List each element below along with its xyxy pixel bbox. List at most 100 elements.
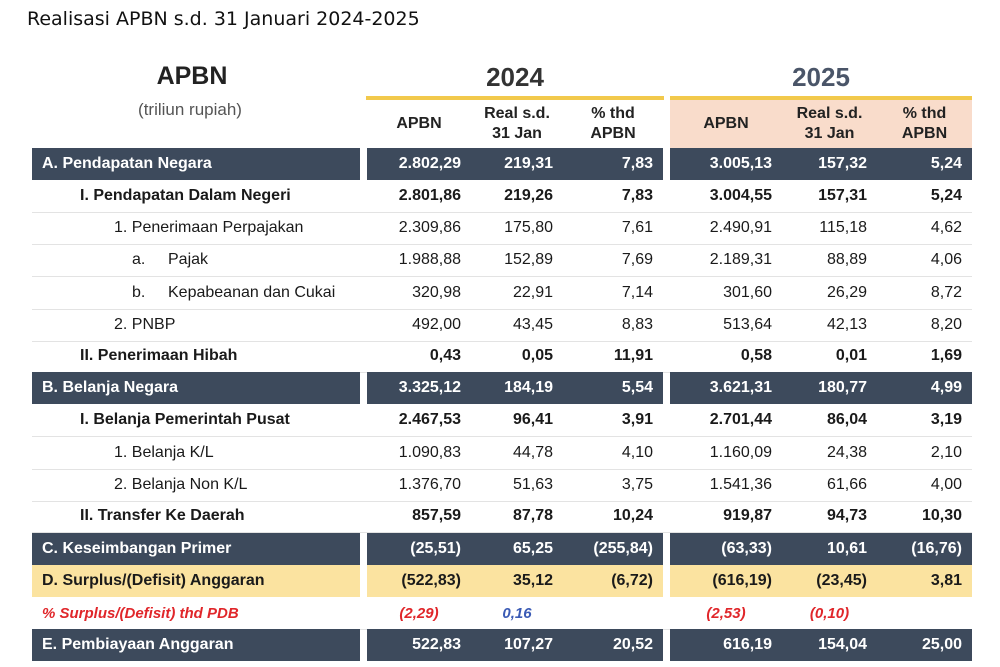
row-label: II. Transfer Ke Daerah bbox=[32, 500, 360, 532]
table-cell: 3.325,12 bbox=[398, 379, 461, 396]
col-pct-2025: % thd APBN bbox=[901, 105, 948, 142]
table-cell: 7,83 bbox=[621, 187, 653, 204]
table-cell: 88,89 bbox=[826, 251, 867, 268]
table-row: C. Keseimbangan Primer (25,51) 65,25 (255,8… bbox=[32, 533, 972, 565]
table-cell: (616,19) bbox=[712, 572, 772, 589]
table-cell: 61,66 bbox=[826, 476, 867, 493]
table-title: APBN bbox=[156, 62, 228, 90]
table-cell: 175,80 bbox=[504, 219, 553, 236]
table-cell: 3,91 bbox=[621, 411, 653, 428]
table-row: 1. Belanja K/L 1.090,83 44,78 4,10 1.160,09 2… bbox=[32, 437, 972, 470]
table-cell: 4,10 bbox=[621, 444, 653, 461]
row-label-text: 2. PNBP bbox=[114, 316, 176, 333]
table-row: II. Transfer Ke Daerah 857,59 87,78 10,24 91… bbox=[32, 500, 972, 533]
year-2025-header: 2025 bbox=[792, 62, 850, 92]
row-band bbox=[32, 565, 360, 597]
table-cell: 5,54 bbox=[621, 379, 653, 396]
table-cell: 2.801,86 bbox=[398, 187, 461, 204]
row-label-text: Kepabeanan dan Cukai bbox=[168, 284, 336, 301]
row-label-text: II. Penerimaan Hibah bbox=[80, 347, 238, 364]
table-cell: 180,77 bbox=[818, 379, 867, 396]
row-band bbox=[367, 372, 663, 404]
table-cell: 11,91 bbox=[613, 347, 653, 364]
row-label-text: 1. Penerimaan Perpajakan bbox=[114, 219, 304, 236]
col-real-2024: Real s.d. 31 Jan bbox=[484, 105, 550, 142]
table-cell: 35,12 bbox=[512, 572, 553, 589]
col-real-2025: Real s.d. 31 Jan bbox=[796, 105, 863, 142]
table-cell: 1.988,88 bbox=[398, 251, 461, 268]
table-cell: 3,75 bbox=[621, 476, 653, 493]
table-cell bbox=[877, 597, 972, 629]
table-cell: 87,78 bbox=[512, 507, 553, 524]
table-cell: 65,25 bbox=[512, 540, 553, 557]
table-cell: 8,72 bbox=[930, 284, 962, 301]
table-row: 1. Penerimaan Perpajakan 2.309,86 175,80 7,… bbox=[32, 212, 972, 245]
row-band bbox=[32, 148, 360, 180]
table-row: 2. Belanja Non K/L 1.376,70 51,63 3,75 1.541… bbox=[32, 469, 972, 502]
row-label: II. Penerimaan Hibah bbox=[32, 340, 360, 372]
table-cell: 3.005,13 bbox=[709, 155, 772, 172]
table-unit: (triliun rupiah) bbox=[138, 100, 242, 119]
table-row: 2. PNBP 492,00 43,45 8,83 513,64 42,13 8,20 bbox=[32, 309, 972, 342]
table-cell: 43,45 bbox=[512, 316, 553, 333]
row-band bbox=[367, 148, 663, 180]
table-cell: 154,04 bbox=[818, 636, 867, 653]
col-apbn-2025: APBN bbox=[703, 115, 749, 132]
table-cell: 157,32 bbox=[818, 155, 867, 172]
table-cell: 2.802,29 bbox=[398, 155, 461, 172]
table-cell: 1,69 bbox=[930, 347, 962, 364]
table-cell: 2,10 bbox=[930, 444, 962, 461]
row-label: 2. Belanja Non K/L bbox=[32, 469, 360, 501]
table-cell bbox=[563, 597, 663, 629]
row-label: I. Pendapatan Dalam Negeri bbox=[32, 180, 360, 212]
table-cell: 7,69 bbox=[621, 251, 653, 268]
row-label: b. Kepabeanan dan Cukai bbox=[32, 277, 360, 309]
table-cell: 3.621,31 bbox=[709, 379, 772, 396]
table-cell: 44,78 bbox=[512, 444, 553, 461]
table-cell: 0,01 bbox=[835, 347, 867, 364]
row-label: 1. Belanja K/L bbox=[32, 437, 360, 469]
table-row: I. Belanja Pemerintah Pusat 2.467,53 96,41… bbox=[32, 404, 972, 437]
row-label-text: II. Transfer Ke Daerah bbox=[80, 507, 245, 524]
table-cell: (16,76) bbox=[911, 540, 962, 557]
row-label: a. Pajak bbox=[32, 244, 360, 276]
table-cell: 492,00 bbox=[412, 316, 461, 333]
table-row: A. Pendapatan Negara 2.802,29 219,31 7,83 3.… bbox=[32, 148, 972, 180]
row-label-text: I. Belanja Pemerintah Pusat bbox=[80, 411, 290, 428]
table-cell: 857,59 bbox=[412, 507, 461, 524]
row-label-text: B. Belanja Negara bbox=[42, 379, 179, 396]
table-cell: 320,98 bbox=[412, 284, 461, 301]
table-cell: 2.467,53 bbox=[398, 411, 461, 428]
table-cell: (0,10) bbox=[809, 604, 850, 622]
table-cell: 1.541,36 bbox=[709, 476, 772, 493]
table-cell: 10,24 bbox=[612, 507, 653, 524]
table-row: a. Pajak 1.988,88 152,89 7,69 2.189,31 88,89 4,… bbox=[32, 244, 972, 277]
table-cell: 24,38 bbox=[826, 444, 867, 461]
table-cell: 3,81 bbox=[930, 572, 962, 589]
table-cell: (6,72) bbox=[611, 572, 653, 589]
row-band bbox=[367, 629, 663, 661]
row-label-text: 1. Belanja K/L bbox=[114, 444, 214, 461]
table-cell: 1.376,70 bbox=[398, 476, 461, 493]
table-cell: 25,00 bbox=[921, 636, 962, 653]
table-cell: 7,83 bbox=[621, 155, 653, 172]
table-cell: 115,18 bbox=[819, 219, 867, 236]
row-label: 2. PNBP bbox=[32, 309, 360, 341]
row-label: I. Belanja Pemerintah Pusat bbox=[32, 404, 360, 436]
table-cell: 513,64 bbox=[723, 316, 772, 333]
table-cell: 7,61 bbox=[621, 219, 653, 236]
table-cell: (2,53) bbox=[706, 604, 746, 622]
year-2024-header: 2024 bbox=[486, 62, 544, 92]
table-row: b. Kepabeanan dan Cukai 320,98 22,91 7,14 301… bbox=[32, 277, 972, 310]
table-cell: 157,31 bbox=[818, 187, 867, 204]
table-row: E. Pembiayaan Anggaran 522,83 107,27 20,52 6… bbox=[32, 629, 972, 661]
table-cell: 10,61 bbox=[826, 540, 867, 557]
table-cell: 0,58 bbox=[740, 347, 772, 364]
table-cell: 8,20 bbox=[930, 316, 962, 333]
table-cell: 5,24 bbox=[930, 187, 962, 204]
table-row: D. Surplus/(Defisit) Anggaran (522,83) 35,… bbox=[32, 565, 972, 597]
table-cell: 522,83 bbox=[412, 636, 461, 653]
table-cell: (2,29) bbox=[399, 604, 439, 622]
table-cell: 10,30 bbox=[921, 507, 962, 524]
table-row: % Surplus/(Defisit) thd PDB (2,29) 0,16 (2,… bbox=[32, 597, 972, 630]
